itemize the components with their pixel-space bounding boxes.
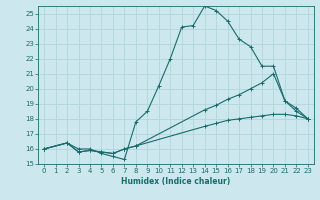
X-axis label: Humidex (Indice chaleur): Humidex (Indice chaleur) <box>121 177 231 186</box>
